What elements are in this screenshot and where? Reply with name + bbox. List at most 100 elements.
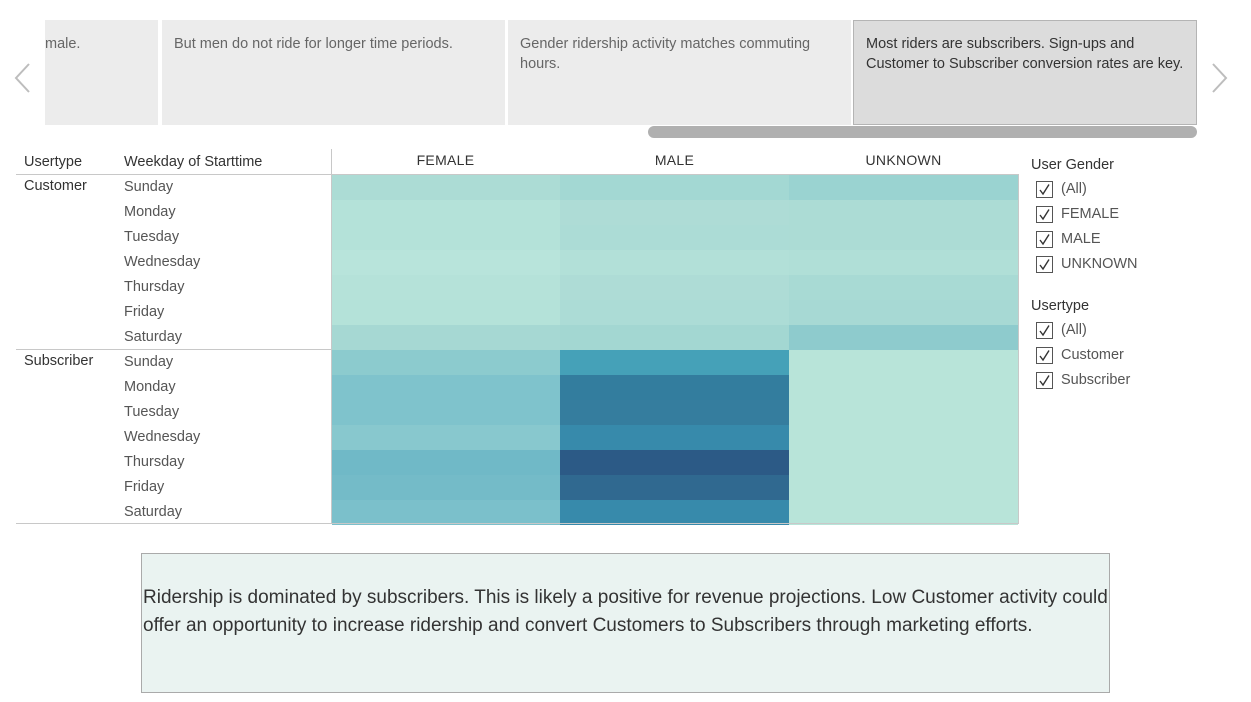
weekday-label: Saturday: [124, 329, 183, 345]
heatmap-cell[interactable]: [789, 350, 1018, 375]
heatmap-cell[interactable]: [560, 475, 789, 500]
heatmap-cell[interactable]: [789, 250, 1018, 275]
heatmap-cell[interactable]: [560, 275, 789, 300]
story-point-caption: male.: [45, 36, 81, 52]
filter-option[interactable]: UNKNOWN: [1036, 254, 1138, 274]
filter-option[interactable]: MALE: [1036, 229, 1101, 249]
heatmap-cell[interactable]: [332, 450, 560, 475]
heatmap-cell[interactable]: [789, 225, 1018, 250]
heatmap-cell[interactable]: [332, 350, 560, 375]
heatmap-cell[interactable]: [332, 225, 560, 250]
heatmap-cell[interactable]: [332, 300, 560, 325]
heatmap-cell[interactable]: [332, 375, 560, 400]
filter-option[interactable]: Subscriber: [1036, 370, 1130, 390]
heatmap-cell[interactable]: [789, 200, 1018, 225]
filter-option-label: UNKNOWN: [1061, 256, 1138, 272]
weekday-label: Saturday: [124, 504, 183, 520]
heatmap-cell[interactable]: [332, 400, 560, 425]
filter-option-label: (All): [1061, 322, 1087, 338]
weekday-label: Sunday: [124, 179, 174, 195]
checkbox-checked-icon[interactable]: [1036, 346, 1053, 364]
weekday-label: Sunday: [124, 354, 174, 370]
heatmap-cell[interactable]: [560, 325, 789, 350]
heatmap-cell[interactable]: [332, 275, 560, 300]
checkbox-checked-icon[interactable]: [1036, 371, 1053, 389]
heatmap-cell[interactable]: [789, 175, 1018, 200]
heatmap-cell[interactable]: [560, 200, 789, 225]
heatmap-cell[interactable]: [789, 375, 1018, 400]
weekday-label: Friday: [124, 304, 165, 320]
heatmap-cell[interactable]: [789, 400, 1018, 425]
annotation-text: Ridership is dominated by subscribers. T…: [143, 587, 1108, 636]
heatmap-cell[interactable]: [560, 250, 789, 275]
heatmap-cell[interactable]: [789, 475, 1018, 500]
column-header-male: MALE: [654, 152, 695, 168]
checkbox-checked-icon[interactable]: [1036, 180, 1053, 198]
heatmap-cell[interactable]: [332, 475, 560, 500]
annotation-box: Ridership is dominated by subscribers. T…: [141, 553, 1110, 693]
pane-right-border: [1018, 174, 1019, 524]
heatmap-cell[interactable]: [560, 350, 789, 375]
heatmap-cell[interactable]: [332, 200, 560, 225]
story-point[interactable]: Gender ridership activity matches commut…: [508, 20, 851, 125]
weekday-label: Wednesday: [124, 254, 201, 270]
heatmap-cell[interactable]: [332, 425, 560, 450]
chevron-left-icon[interactable]: [10, 58, 36, 98]
weekday-label: Monday: [124, 379, 176, 395]
filter-option[interactable]: (All): [1036, 179, 1087, 199]
filter-option-label: Subscriber: [1061, 372, 1131, 388]
filter-option-label: Customer: [1061, 347, 1124, 363]
filter-option-label: FEMALE: [1061, 206, 1120, 222]
heatmap-cell[interactable]: [560, 400, 789, 425]
usertype-label: Customer: [24, 178, 87, 194]
checkbox-checked-icon[interactable]: [1036, 255, 1053, 273]
filter-option[interactable]: FEMALE: [1036, 204, 1119, 224]
story-navigator: male. But men do not ride for longer tim…: [45, 20, 1197, 125]
heatmap-cell[interactable]: [789, 500, 1018, 525]
story-point[interactable]: But men do not ride for longer time peri…: [162, 20, 505, 125]
story-scrollbar[interactable]: [648, 126, 1197, 138]
heatmap-cell[interactable]: [789, 300, 1018, 325]
story-point-active[interactable]: Most riders are subscribers. Sign-ups an…: [853, 20, 1197, 125]
heatmap-cell[interactable]: [560, 425, 789, 450]
header-divider: [16, 174, 1019, 175]
filter-title: User Gender: [1031, 157, 1115, 173]
heatmap-cell[interactable]: [560, 225, 789, 250]
heatmap-cell[interactable]: [332, 500, 560, 525]
filter-option-label: (All): [1061, 181, 1087, 197]
story-point-caption: But men do not ride for longer time peri…: [174, 36, 453, 52]
group-divider: [16, 349, 332, 350]
chevron-right-icon[interactable]: [1206, 58, 1232, 98]
weekday-label: Tuesday: [124, 229, 180, 245]
heatmap-cell[interactable]: [789, 325, 1018, 350]
checkbox-checked-icon[interactable]: [1036, 205, 1053, 223]
story-point-caption: Gender ridership activity matches commut…: [520, 36, 811, 72]
heatmap-cell[interactable]: [560, 300, 789, 325]
weekday-label: Thursday: [124, 279, 185, 295]
weekday-label: Friday: [124, 479, 165, 495]
story-point[interactable]: male.: [45, 20, 158, 125]
heatmap-cell[interactable]: [789, 275, 1018, 300]
heatmap-cell[interactable]: [560, 375, 789, 400]
story-point-caption: Most riders are subscribers. Sign-ups an…: [866, 36, 1184, 72]
filter-option-label: MALE: [1061, 231, 1101, 247]
heatmap-cell[interactable]: [560, 450, 789, 475]
heatmap-cell[interactable]: [332, 175, 560, 200]
heatmap-cell[interactable]: [560, 175, 789, 200]
filter-option[interactable]: (All): [1036, 320, 1087, 340]
heatmap-cell[interactable]: [789, 425, 1018, 450]
column-header-female: FEMALE: [416, 152, 475, 168]
heatmap-cell[interactable]: [332, 325, 560, 350]
usertype-header: Usertype: [24, 154, 83, 170]
filter-option[interactable]: Customer: [1036, 345, 1124, 365]
weekday-label: Wednesday: [124, 429, 201, 445]
heatmap-cell[interactable]: [560, 500, 789, 525]
column-header-unknown: UNKNOWN: [865, 152, 942, 168]
checkbox-checked-icon[interactable]: [1036, 230, 1053, 248]
weekday-label: Tuesday: [124, 404, 180, 420]
heatmap-cell[interactable]: [332, 250, 560, 275]
pane-divider: [331, 149, 332, 524]
checkbox-checked-icon[interactable]: [1036, 321, 1053, 339]
weekday-header: Weekday of Starttime: [124, 154, 263, 170]
heatmap-cell[interactable]: [789, 450, 1018, 475]
